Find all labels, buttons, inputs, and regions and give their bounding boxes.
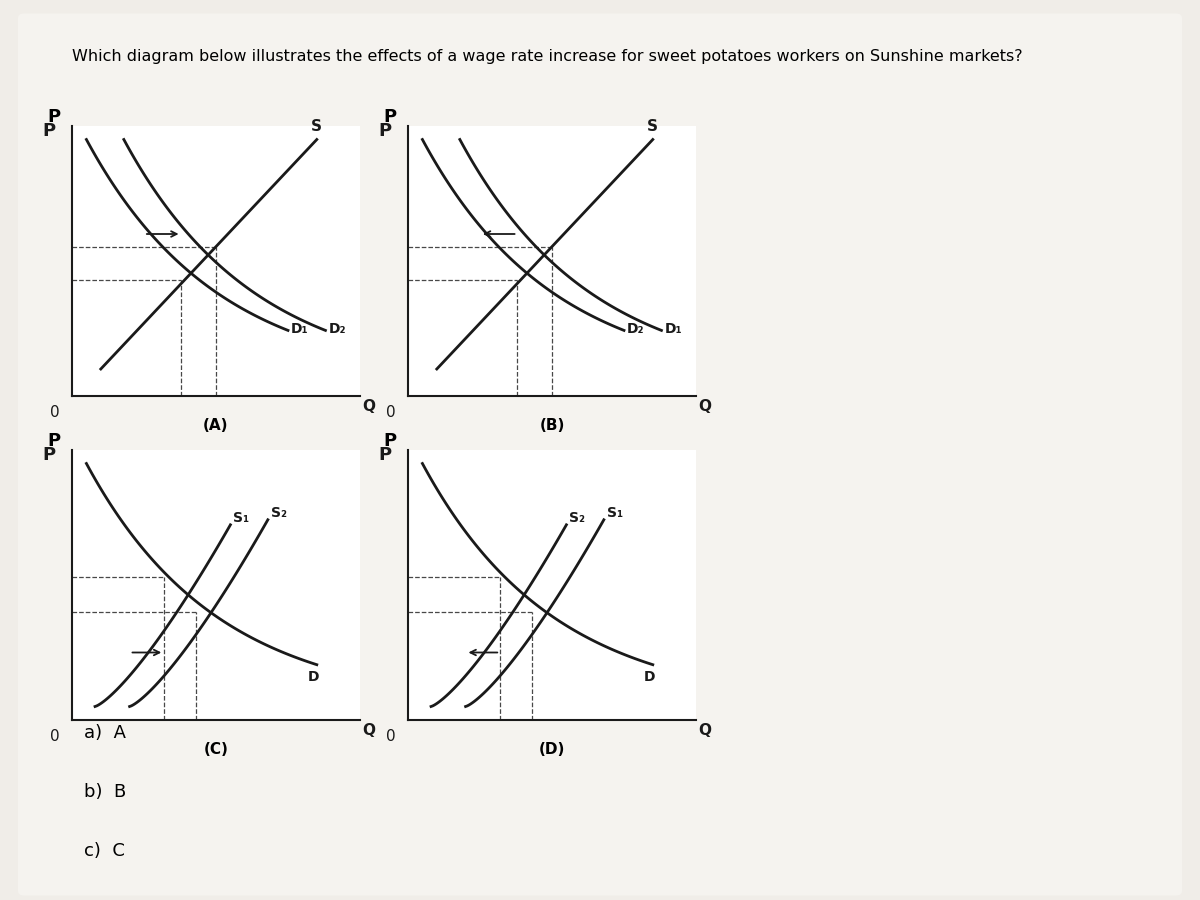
Text: 0: 0 [386, 405, 396, 419]
Text: P: P [384, 432, 396, 450]
Text: P: P [48, 432, 60, 450]
Text: (A): (A) [203, 418, 229, 434]
Text: Q: Q [698, 724, 712, 738]
Text: (C): (C) [204, 742, 228, 758]
Text: P: P [378, 446, 391, 464]
Text: P: P [378, 122, 391, 140]
Text: 0: 0 [386, 729, 396, 743]
Text: D₂: D₂ [329, 322, 346, 336]
Text: Q: Q [698, 400, 712, 414]
Text: a)  A: a) A [84, 724, 126, 742]
Text: S: S [647, 120, 658, 134]
Text: Q: Q [362, 724, 376, 738]
Text: 0: 0 [50, 729, 60, 743]
Text: D: D [308, 670, 319, 684]
Text: P: P [42, 446, 55, 464]
Text: S₁: S₁ [233, 511, 250, 525]
Text: (B): (B) [539, 418, 565, 434]
Text: Which diagram below illustrates the effects of a wage rate increase for sweet po: Which diagram below illustrates the effe… [72, 50, 1022, 65]
Text: S: S [311, 120, 322, 134]
Text: P: P [384, 108, 396, 126]
Text: S₂: S₂ [569, 511, 586, 525]
Text: S₁: S₁ [607, 506, 623, 520]
Text: c)  C: c) C [84, 842, 125, 859]
Text: D₁: D₁ [665, 322, 682, 336]
Text: D: D [644, 670, 655, 684]
Text: 0: 0 [50, 405, 60, 419]
Text: D₁: D₁ [290, 322, 308, 336]
Text: b)  B: b) B [84, 783, 126, 801]
Text: S₂: S₂ [271, 506, 287, 520]
Text: P: P [48, 108, 60, 126]
Text: D₂: D₂ [626, 322, 644, 336]
Text: Q: Q [362, 400, 376, 414]
Text: P: P [42, 122, 55, 140]
Text: (D): (D) [539, 742, 565, 758]
